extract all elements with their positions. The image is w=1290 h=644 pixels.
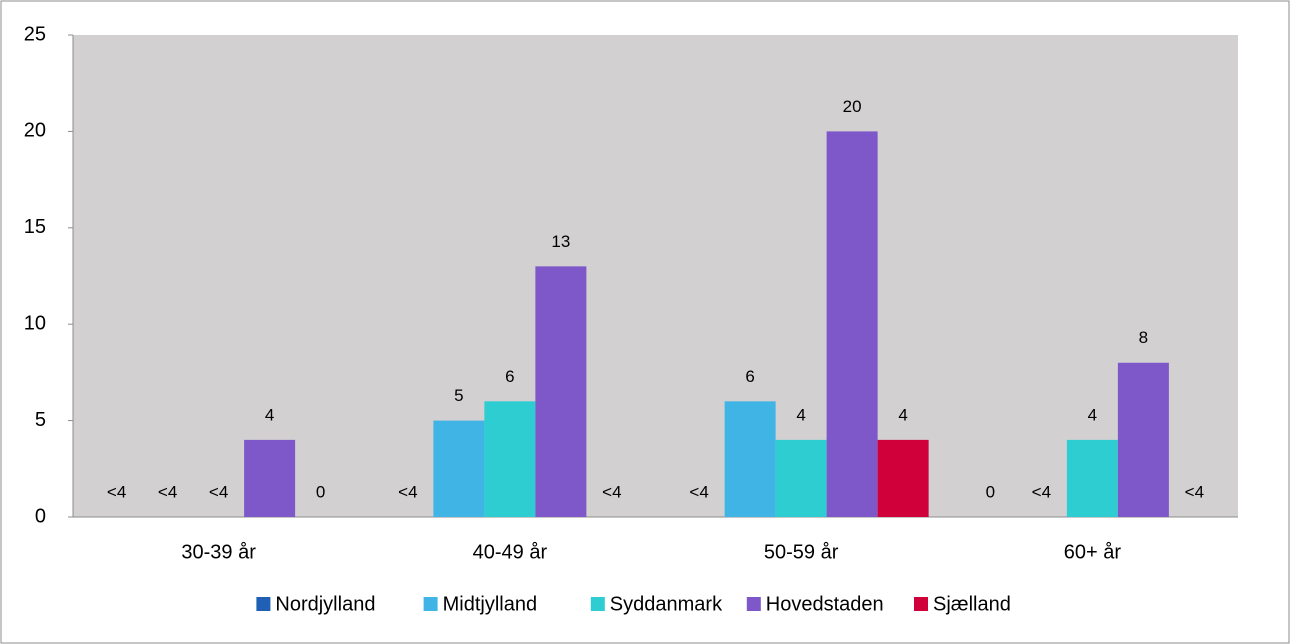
legend-swatch	[423, 597, 438, 611]
legend-label: Sjælland	[933, 593, 1011, 615]
data-label: 13	[551, 232, 570, 251]
y-tick-label: 20	[24, 120, 46, 142]
data-label: 6	[745, 367, 754, 386]
bar	[244, 439, 296, 517]
bar	[877, 439, 929, 517]
y-tick-label: 10	[24, 312, 46, 334]
data-label: <4	[209, 482, 228, 501]
data-label: 8	[1139, 328, 1148, 347]
data-label: 0	[316, 482, 325, 501]
bar	[724, 401, 776, 517]
data-label: <4	[107, 482, 126, 501]
data-label: <4	[1185, 482, 1204, 501]
bar	[1117, 362, 1169, 517]
legend-label: Syddanmark	[610, 593, 723, 615]
legend-swatch	[256, 597, 271, 611]
legend-swatch	[590, 597, 605, 611]
data-label: <4	[158, 482, 177, 501]
legend-swatch	[746, 597, 761, 611]
y-tick-label: 15	[24, 216, 46, 238]
data-label: 4	[265, 405, 274, 424]
data-label: <4	[602, 482, 621, 501]
data-label: 6	[505, 367, 514, 386]
y-tick-label: 0	[35, 505, 46, 527]
legend-label: Nordjylland	[275, 593, 375, 615]
legend-label: Hovedstaden	[766, 593, 884, 615]
legend-label: Midtjylland	[443, 593, 537, 615]
data-label: <4	[1032, 482, 1051, 501]
y-tick-label: 25	[24, 23, 46, 45]
legend-swatch	[914, 597, 928, 611]
data-label: 0	[986, 482, 995, 501]
plot-area	[73, 35, 1238, 517]
x-tick-label: 60+ år	[1064, 541, 1122, 563]
bar	[1066, 439, 1118, 517]
data-label: 4	[1088, 405, 1097, 424]
bar	[484, 401, 536, 517]
x-tick-label: 40-49 år	[473, 541, 548, 563]
x-tick-label: 50-59 år	[764, 541, 839, 563]
bar	[826, 131, 878, 517]
data-label: 20	[843, 97, 862, 116]
bar	[775, 439, 827, 517]
data-label: <4	[689, 482, 708, 501]
bar	[433, 420, 485, 517]
y-tick-label: 5	[35, 409, 46, 431]
data-label: 4	[796, 405, 805, 424]
x-tick-label: 30-39 år	[181, 541, 256, 563]
data-label: 5	[454, 386, 463, 405]
bar	[535, 266, 587, 517]
data-label: <4	[398, 482, 417, 501]
data-label: 4	[898, 405, 907, 424]
